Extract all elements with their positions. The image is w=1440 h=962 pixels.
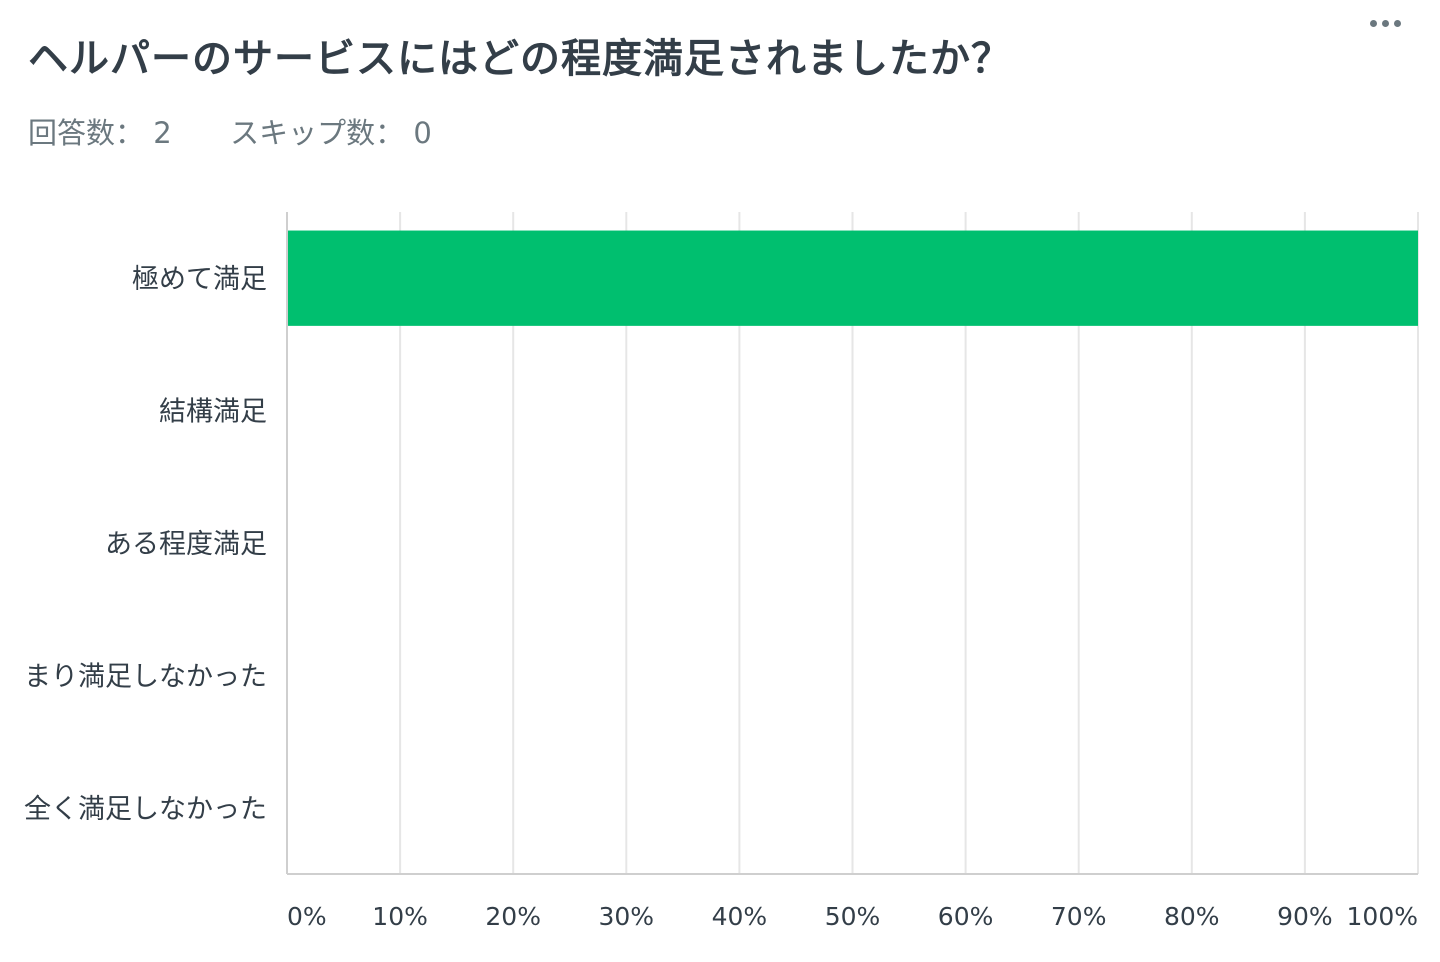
x-tick-label: 30% (599, 902, 655, 931)
response-stats: 回答数： 2 スキップ数： 0 (28, 110, 432, 152)
x-tick-label: 0% (287, 902, 327, 931)
x-tick-label: 80% (1164, 902, 1220, 931)
question-title: ヘルパーのサービスにはどの程度満足されましたか？ (28, 36, 1012, 82)
x-tick-label: 50% (825, 902, 881, 931)
x-tick-label: 20% (485, 902, 541, 931)
answered-label: 回答数： (28, 116, 145, 150)
skipped-count: 0 (413, 116, 432, 150)
x-tick-label: 40% (712, 902, 768, 931)
skipped-label: スキップ数： (230, 116, 405, 150)
x-tick-label: 60% (938, 902, 994, 931)
more-dot (1393, 19, 1401, 27)
category-label: 結構満足 (159, 397, 267, 428)
category-label: ある程度満足 (105, 529, 267, 560)
x-tick-label: 90% (1277, 902, 1333, 931)
more-options-button[interactable] (1360, 8, 1410, 38)
bar (287, 230, 1418, 326)
more-horizontal-icon (1369, 19, 1377, 27)
category-label: 極めて満足 (132, 264, 267, 295)
x-tick-label: 10% (372, 902, 428, 931)
more-dot (1381, 19, 1389, 27)
x-tick-label: 100% (1347, 902, 1418, 931)
answered-count: 2 (153, 116, 172, 150)
category-label: まり満足しなかった (24, 661, 267, 692)
category-label: 全く満足しなかった (24, 794, 267, 825)
x-tick-label: 70% (1051, 902, 1107, 931)
